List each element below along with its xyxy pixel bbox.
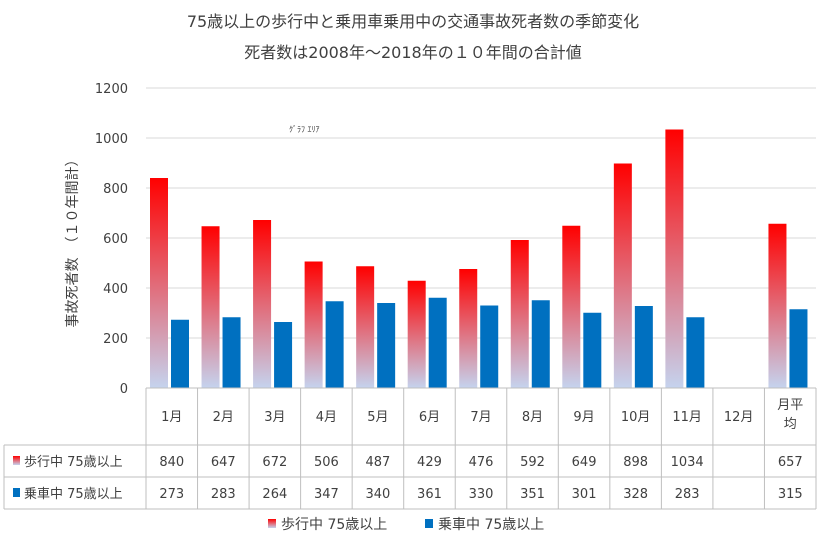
bar-car [171, 319, 189, 388]
bar-walking [407, 280, 426, 388]
bar-car [583, 312, 602, 388]
bar-car [531, 300, 550, 388]
table-cell: 657 [778, 455, 803, 470]
category-label: 8月 [522, 410, 543, 425]
table-cell: 487 [366, 455, 391, 470]
table-cell: 264 [262, 487, 287, 502]
bar-walking [304, 261, 323, 388]
table-cell: 1034 [671, 455, 704, 470]
category-label: 3月 [264, 410, 285, 425]
y-tick-label: 600 [103, 232, 128, 247]
category-label: 10月 [621, 410, 651, 425]
table-cell: 301 [572, 487, 597, 502]
bar-car [274, 322, 293, 388]
y-tick-label: 1200 [95, 82, 128, 97]
y-tick-label: 400 [103, 282, 128, 297]
table-cell: 315 [778, 487, 803, 502]
category-label: 5月 [367, 410, 388, 425]
category-label: 均 [784, 417, 797, 432]
row-legend-swatch [13, 456, 20, 465]
series-walking [150, 129, 787, 388]
y-axis: 0 200 400 600 800 1000 1200 [95, 82, 128, 397]
category-label: 12月 [724, 410, 754, 425]
table-cell: 283 [211, 487, 236, 502]
table-cell: 429 [417, 455, 442, 470]
y-tick-label: 0 [120, 382, 128, 397]
bar-walking [150, 178, 168, 388]
table-cell: 840 [159, 455, 184, 470]
table-cell: 351 [520, 487, 545, 502]
category-label: 6月 [419, 410, 440, 425]
bar-walking [356, 266, 375, 388]
table-cell: 476 [469, 455, 494, 470]
table-cell: 647 [211, 455, 236, 470]
legend: 歩行中 75歳以上 乗車中 75歳以上 [268, 516, 544, 533]
bar-walking [613, 163, 632, 388]
chart-title: 75歳以上の歩行中と乗用車乗用中の交通事故死者数の季節変化 [187, 12, 639, 31]
table-cell: 340 [366, 487, 391, 502]
bar-walking [510, 240, 529, 388]
table-cell: 649 [572, 455, 597, 470]
bar-walking [253, 220, 272, 388]
table-cell: 672 [262, 455, 287, 470]
category-label: 7月 [470, 410, 491, 425]
table-cell: 347 [314, 487, 339, 502]
bar-car [428, 297, 447, 388]
category-label: 9月 [573, 410, 594, 425]
category-label: 1月 [161, 410, 182, 425]
y-axis-label: 事故死者数 （１０年間計） [65, 153, 81, 328]
table-cell: 330 [469, 487, 494, 502]
bar-car [686, 317, 705, 388]
bar-walking [459, 269, 478, 388]
bar-car [325, 301, 344, 388]
table-cell: 283 [675, 487, 700, 502]
bar-car [789, 309, 808, 388]
bar-car [634, 306, 653, 388]
table-cell: 273 [159, 487, 184, 502]
y-tick-label: 200 [103, 332, 128, 347]
row-header: 乗車中 75歳以上 [24, 487, 123, 502]
legend-car-swatch [425, 519, 433, 528]
series-car [171, 297, 808, 388]
plot-area-label: ｸﾞﾗﾌ ｴﾘｱ [289, 125, 320, 134]
bar-walking [562, 225, 581, 388]
legend-walking-label: 歩行中 75歳以上 [281, 517, 387, 533]
category-label: 2月 [213, 410, 234, 425]
row-legend-swatch [13, 488, 20, 497]
row-header: 歩行中 75歳以上 [24, 455, 123, 470]
bar-walking [665, 129, 684, 388]
y-tick-label: 800 [103, 182, 128, 197]
table-cell: 328 [623, 487, 648, 502]
table-cell: 592 [520, 455, 545, 470]
bar-walking [768, 223, 787, 388]
bar-car [377, 303, 396, 388]
legend-walking-swatch [268, 519, 276, 528]
chart-subtitle: 死者数は2008年～2018年の１０年間の合計値 [244, 43, 581, 62]
bar-car [222, 317, 241, 388]
category-label: 11月 [672, 410, 702, 425]
table-cell: 506 [314, 455, 339, 470]
table-cell: 898 [623, 455, 648, 470]
category-label: 月平 [777, 398, 803, 413]
category-label: 4月 [316, 410, 337, 425]
legend-car-label: 乗車中 75歳以上 [438, 516, 544, 533]
bar-car [480, 305, 499, 388]
y-tick-label: 1000 [95, 132, 128, 147]
bar-walking [201, 226, 220, 388]
table-cell: 361 [417, 487, 442, 502]
